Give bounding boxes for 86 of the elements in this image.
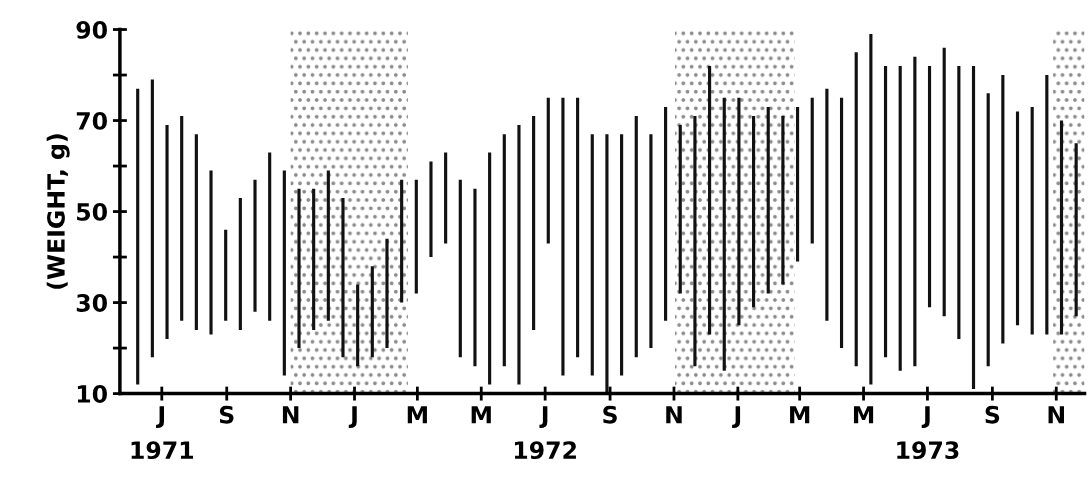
bar	[781, 115, 785, 285]
y-tick-label: 10	[77, 385, 107, 403]
bar	[488, 152, 492, 385]
bar	[209, 170, 213, 335]
bar	[400, 179, 404, 303]
bar	[458, 179, 462, 358]
bar	[414, 179, 418, 294]
bar	[429, 161, 433, 258]
bar	[766, 106, 770, 294]
bar	[664, 106, 668, 321]
bar	[971, 65, 976, 390]
bar	[341, 197, 345, 358]
bar	[1030, 106, 1034, 335]
bar	[620, 134, 624, 376]
bar	[194, 134, 198, 330]
x-tick-label: M	[853, 406, 874, 424]
bar	[869, 34, 873, 385]
bar	[370, 266, 374, 358]
bar	[297, 188, 301, 349]
x-tick-label: J 1972	[514, 406, 576, 460]
bar	[634, 115, 638, 358]
bar	[898, 65, 902, 371]
bar	[810, 97, 814, 244]
bar	[1059, 120, 1064, 335]
y-axis-title: (WEIGHT, g)	[46, 134, 70, 289]
bar	[253, 179, 257, 312]
bar	[165, 125, 169, 339]
bar	[136, 88, 140, 385]
y-tick-label: 30	[76, 294, 107, 312]
x-tick-label: S	[985, 405, 1000, 424]
y-tick-label: 70	[76, 111, 107, 130]
bar	[913, 56, 917, 367]
bar	[268, 152, 272, 321]
bar	[854, 52, 858, 367]
bar	[326, 170, 330, 321]
bar	[546, 97, 550, 244]
bar	[502, 134, 506, 367]
bar	[678, 125, 682, 294]
bar	[150, 79, 154, 358]
bar	[312, 188, 316, 330]
bar	[708, 65, 712, 335]
bar	[576, 97, 580, 358]
bar	[1015, 111, 1020, 326]
x-tick-label: J 1971	[131, 406, 194, 460]
x-tick-label: M	[790, 406, 810, 424]
bar	[942, 47, 946, 317]
y-tick-label: 50	[77, 203, 107, 221]
bar	[1001, 75, 1005, 344]
bar	[356, 284, 360, 367]
bar	[883, 65, 888, 358]
bar	[444, 152, 448, 244]
bar	[473, 188, 477, 367]
bar	[561, 97, 565, 376]
bar	[927, 65, 932, 308]
bar	[752, 115, 756, 308]
x-tick-label: S	[219, 405, 234, 424]
bar	[693, 115, 697, 367]
bar	[986, 93, 990, 367]
x-tick-label: J	[348, 406, 357, 429]
x-tick-label: M	[407, 406, 427, 424]
x-tick-label: J	[732, 406, 741, 429]
bar	[385, 238, 389, 349]
bar	[839, 97, 844, 349]
bar	[224, 229, 228, 321]
x-tick-label: S	[603, 405, 617, 424]
bar	[795, 106, 800, 262]
x-tick-label: N	[1048, 406, 1064, 424]
x-tick-label: M	[471, 406, 491, 424]
bar	[957, 65, 961, 339]
x-tick-label: J 1973	[897, 406, 959, 460]
bar	[1045, 75, 1049, 335]
bar	[590, 134, 594, 376]
bar	[282, 170, 286, 376]
bar	[605, 134, 609, 394]
y-tick-label: 90	[76, 20, 107, 39]
x-tick-label: N	[282, 406, 299, 424]
bar	[1074, 143, 1078, 317]
bar	[180, 115, 184, 321]
bar	[532, 115, 536, 330]
bar	[722, 97, 726, 371]
bar	[517, 125, 521, 385]
bar	[825, 88, 829, 321]
bar	[737, 97, 741, 326]
x-tick-label: N	[666, 406, 682, 424]
bar	[649, 134, 653, 349]
bar	[238, 197, 242, 330]
